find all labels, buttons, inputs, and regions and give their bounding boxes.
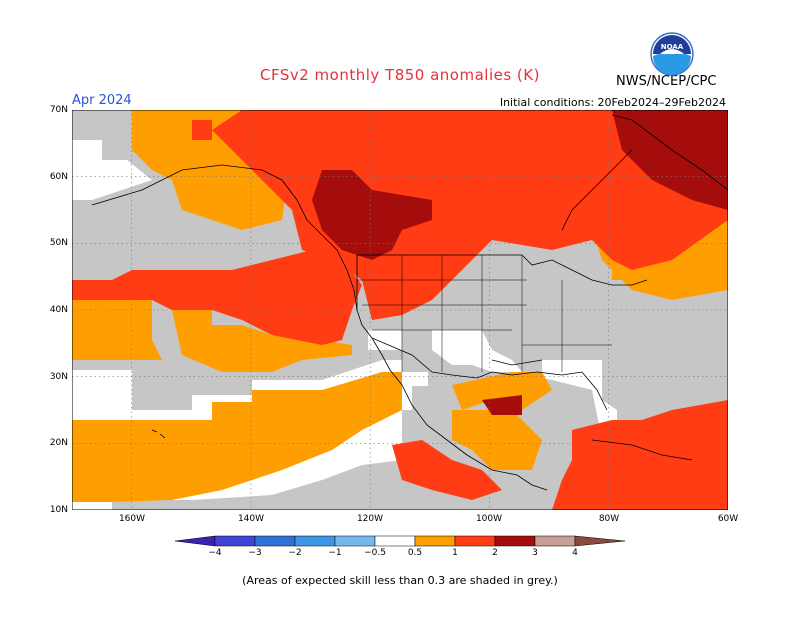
initial-conditions: Initial conditions: 20Feb2024–29Feb2024 <box>499 96 726 109</box>
colorbar-label-0.5: 0.5 <box>407 548 423 558</box>
colorbar <box>174 535 626 547</box>
lat-label-10n: 10N <box>49 505 68 515</box>
grid-lines <box>72 110 728 510</box>
lon-label-100w: 100W <box>475 514 503 524</box>
lon-label-60w: 60W <box>717 514 739 524</box>
colorbar-label-minus4: −4 <box>208 548 222 558</box>
coastlines <box>91 114 728 491</box>
colorbar-label-4: 4 <box>572 548 578 558</box>
colorbar-label-minus3: −3 <box>248 548 262 558</box>
lat-label-30n: 30N <box>49 372 68 382</box>
colorbar-label-1: 1 <box>452 548 458 558</box>
colorbar-label-minus1: −1 <box>328 548 342 558</box>
noaa-logo: NOAA <box>650 32 694 76</box>
forecast-month: Apr 2024 <box>72 93 132 108</box>
noaa-logo-text: NOAA <box>661 43 684 51</box>
lon-label-140w: 140W <box>237 514 265 524</box>
agency-label: NWS/NCEP/CPC <box>616 74 717 89</box>
anomaly-1-2-areas <box>72 110 728 510</box>
lon-label-120w: 120W <box>356 514 384 524</box>
colorbar-label-minus0.5: −0.5 <box>364 548 386 558</box>
lon-label-160w: 160W <box>118 514 146 524</box>
colorbar-label-minus2: −2 <box>288 548 302 558</box>
lat-label-20n: 20N <box>49 438 68 448</box>
anomaly-2-3-areas <box>312 110 728 415</box>
colorbar-label-3: 3 <box>532 548 538 558</box>
lat-label-70n: 70N <box>49 105 68 115</box>
lon-label-80w: 80W <box>598 514 620 524</box>
lat-label-40n: 40N <box>49 305 68 315</box>
map-title: CFSv2 monthly T850 anomalies (K) <box>260 66 540 84</box>
us-state-borders <box>357 255 612 372</box>
lat-label-50n: 50N <box>49 238 68 248</box>
skill-footnote: (Areas of expected skill less than 0.3 a… <box>242 574 558 587</box>
lat-label-60n: 60N <box>49 172 68 182</box>
colorbar-label-2: 2 <box>492 548 498 558</box>
anomaly-map <box>72 110 728 510</box>
